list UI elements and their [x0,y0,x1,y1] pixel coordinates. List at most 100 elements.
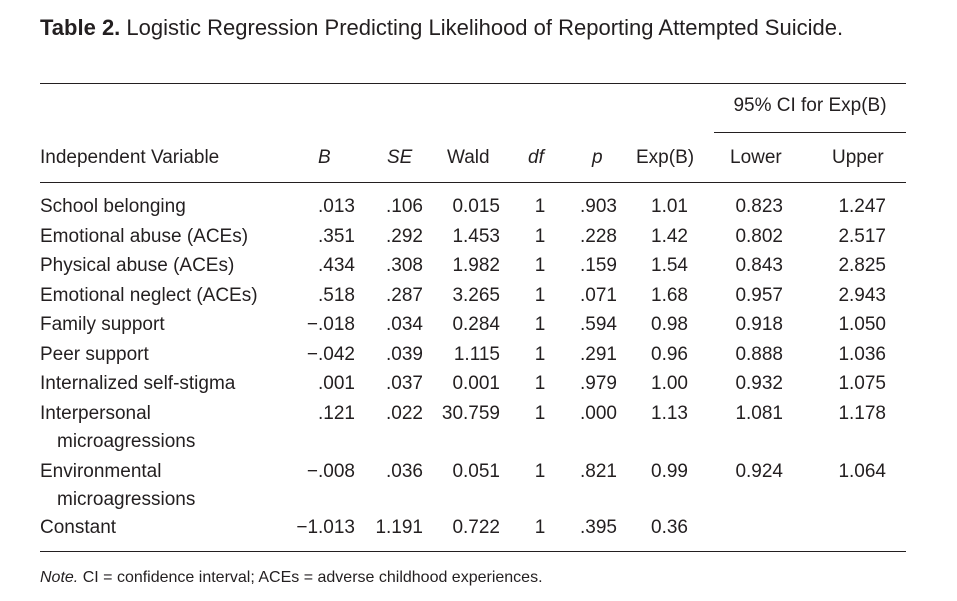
cell-expb: 1.13 [651,403,688,424]
variable-name: Interpersonal [40,403,151,424]
cell-expb: 0.36 [651,517,688,538]
variable-cell: Emotional neglect (ACEs) [40,282,258,310]
cell-se: .106 [386,196,423,217]
top-rule [40,83,906,84]
cell-expb: 1.42 [651,226,688,247]
table-title: Logistic Regression Predicting Likelihoo… [126,15,844,40]
cell-df: 1 [534,517,546,538]
variable-cell: Constant [40,514,116,542]
cell-b: −1.013 [296,517,355,538]
variable-name: Environmental [40,461,162,482]
cell-se: .292 [386,226,423,247]
cell-b: .518 [318,285,355,306]
header-wald: Wald [447,147,490,168]
cell-wald: 0.284 [452,314,500,335]
variable-name: Family support [40,314,165,335]
cell-wald: 1.982 [452,255,500,276]
note-label: Note. [40,569,79,586]
cell-expb: 1.01 [651,196,688,217]
cell-b: −.042 [306,344,355,365]
cell-se: .287 [386,285,423,306]
cell-wald: 0.015 [452,196,500,217]
cell-expb: 1.68 [651,285,688,306]
cell-upper: 1.247 [838,196,886,217]
variable-name: Internalized self-stigma [40,373,236,394]
cell-lower: 0.918 [735,314,783,335]
cell-wald: 3.265 [452,285,500,306]
cell-lower: 0.957 [735,285,783,306]
cell-wald: 0.051 [452,461,500,482]
variable-name: School belonging [40,196,186,217]
cell-expb: 1.00 [651,373,688,394]
cell-wald: 0.001 [452,373,500,394]
cell-p: .979 [580,373,617,394]
variable-name-continued: microagressions [57,489,196,510]
header-df: df [528,147,544,168]
cell-b: .001 [318,373,355,394]
variable-name: Constant [40,517,117,538]
cell-upper: 2.517 [838,226,886,247]
variable-cell: Peer support [40,341,149,369]
cell-p: .000 [580,403,617,424]
cell-upper: 1.178 [838,403,886,424]
header-variable: Independent Variable [40,147,220,168]
cell-upper: 1.050 [838,314,886,335]
cell-p: .903 [580,196,617,217]
variable-name: Physical abuse (ACEs) [40,255,235,276]
cell-lower: 0.823 [735,196,783,217]
cell-se: .034 [386,314,423,335]
table-caption: Table 2. Logistic Regression Predicting … [40,14,920,41]
cell-expb: 1.54 [651,255,688,276]
header-se: SE [387,147,413,168]
cell-df: 1 [534,255,546,276]
cell-se: .308 [386,255,423,276]
cell-p: .291 [580,344,617,365]
cell-upper: 1.075 [838,373,886,394]
header-upper: Upper [832,147,884,168]
cell-expb: 0.96 [651,344,688,365]
variable-name: Emotional neglect (ACEs) [40,285,258,306]
cell-df: 1 [534,344,546,365]
cell-lower: 1.081 [735,403,783,424]
cell-se: .036 [386,461,423,482]
cell-b: −.018 [306,314,355,335]
variable-cell: Physical abuse (ACEs) [40,252,234,280]
ci-group-rule [714,132,906,133]
cell-p: .395 [580,517,617,538]
variable-cell: Environmental microagressions [40,458,195,514]
cell-se: .039 [386,344,423,365]
cell-se: .037 [386,373,423,394]
cell-lower: 0.932 [735,373,783,394]
cell-wald: 1.115 [453,344,500,365]
header-b: B [318,147,331,168]
variable-cell: Internalized self-stigma [40,370,235,398]
cell-expb: 0.99 [651,461,688,482]
cell-b: .013 [318,196,355,217]
cell-b: .121 [318,403,355,424]
ci-group-header: 95% CI for Exp(B) [733,95,887,116]
cell-df: 1 [534,403,546,424]
cell-se: .022 [386,403,423,424]
cell-df: 1 [534,314,546,335]
cell-df: 1 [534,196,546,217]
cell-df: 1 [534,373,546,394]
table-number: Table 2. [40,15,121,40]
cell-p: .821 [580,461,617,482]
cell-lower: 0.802 [735,226,783,247]
cell-b: .434 [318,255,355,276]
cell-p: .594 [580,314,617,335]
cell-upper: 1.036 [838,344,886,365]
cell-wald: 0.722 [452,517,500,538]
cell-lower: 0.888 [735,344,783,365]
variable-name: Emotional abuse (ACEs) [40,226,249,247]
cell-df: 1 [534,226,546,247]
cell-p: .228 [580,226,617,247]
cell-df: 1 [534,461,546,482]
variable-name-continued: microagressions [57,431,196,452]
cell-se: 1.191 [375,517,423,538]
bottom-rule [40,551,906,552]
cell-lower: 0.843 [735,255,783,276]
cell-df: 1 [534,285,546,306]
cell-p: .159 [580,255,617,276]
header-rule [40,182,906,183]
